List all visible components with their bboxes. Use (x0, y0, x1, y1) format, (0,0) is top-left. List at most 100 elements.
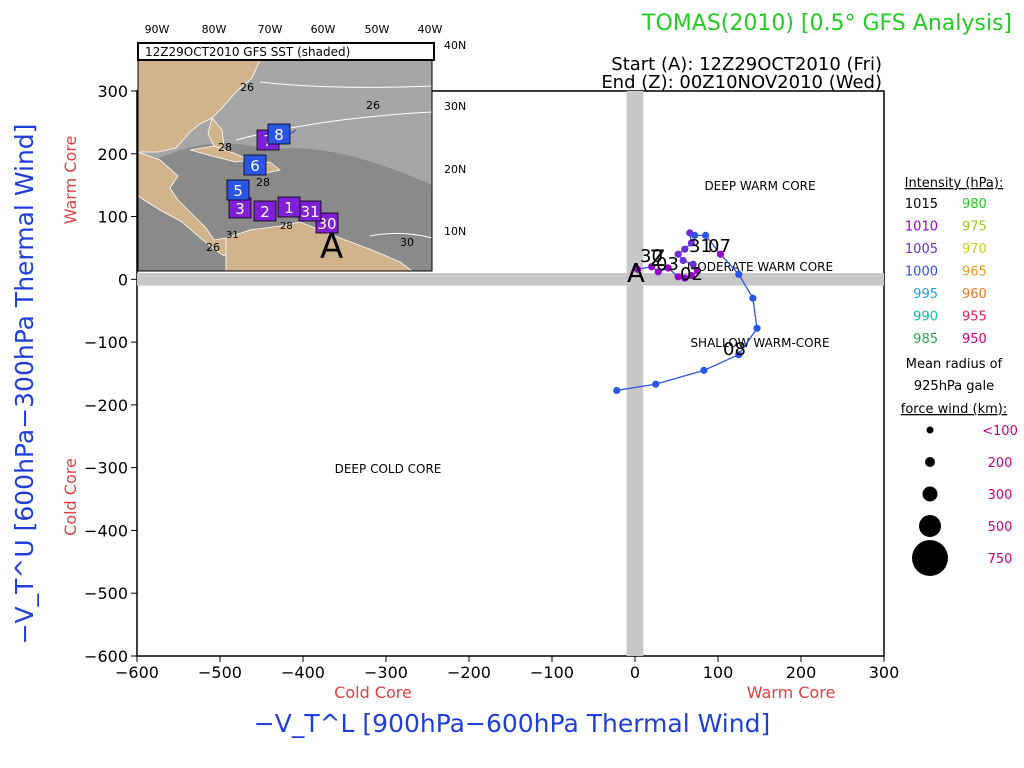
track-point (689, 260, 697, 268)
radius-dot (922, 486, 938, 502)
inset-map: 12Z29OCT2010 GFS SST (shaded) 90W 80W 70… (137, 23, 466, 272)
y-tick-label: −200 (84, 396, 128, 415)
inset-sst-label: 28 (218, 141, 232, 154)
y-tick-label: 0 (118, 270, 128, 289)
inset-lon-80w: 80W (202, 23, 227, 36)
y-tick-label: 200 (97, 145, 128, 164)
track-point (648, 263, 656, 271)
x-tick-label: −600 (115, 663, 159, 682)
svg-text:3: 3 (235, 200, 245, 218)
x-tick-label: −500 (198, 663, 242, 682)
radius-legend-title-3: force wind (km): (901, 402, 1007, 417)
intensity-value: 965 (962, 265, 987, 280)
x-tick-label: −400 (281, 663, 325, 682)
radius-legend-title-1: Mean radius of (906, 357, 1003, 372)
track-point (700, 366, 708, 374)
region-deep-warm-core: DEEP WARM CORE (704, 179, 815, 193)
radius-label: 200 (988, 456, 1013, 471)
inset-track-box: 30 (315, 212, 339, 234)
inset-lat-20n: 20N (444, 163, 466, 176)
inset-track-box: 31 (298, 200, 322, 222)
inset-track-box: 5 (226, 179, 250, 201)
svg-text:5: 5 (233, 182, 243, 200)
track-point (749, 294, 757, 302)
track-point (735, 270, 743, 278)
chart-title: TOMAS(2010) [0.5° GFS Analysis] (641, 11, 1012, 36)
inset-track-box: 1 (277, 196, 301, 218)
inset-track-box: 6 (243, 154, 267, 176)
inset-sst-label: 26 (366, 99, 380, 112)
track-point (735, 351, 743, 359)
region-shallow-warm-core: SHALLOW WARM-CORE (690, 336, 829, 350)
inset-sst-label: 28 (256, 176, 270, 189)
intensity-legend-title: Intensity (hPa): (905, 176, 1004, 191)
region-deep-cold-core: DEEP COLD CORE (335, 462, 442, 476)
y-tick-label: −300 (84, 459, 128, 478)
intensity-value: 990 (913, 310, 938, 325)
track-point (681, 274, 689, 282)
inset-sst-labels: 26 26 28 28 28 30 31 26 (206, 81, 414, 254)
y-tick-label: 100 (97, 208, 128, 227)
inset-sst-label: 26 (240, 81, 254, 94)
x-tick-label: −100 (530, 663, 574, 682)
radius-label: 300 (988, 488, 1013, 503)
radius-dot (925, 457, 935, 467)
y-tick-label: −100 (84, 333, 128, 352)
inset-lat-labels: 40N 30N 20N 10N (444, 39, 466, 238)
region-moderate-warm-core: MODERATE WARM CORE (687, 260, 833, 274)
quadrant-bands (137, 91, 884, 656)
radius-rows: <100 200 300 500 750 (912, 424, 1018, 576)
inset-sst-contour-3 (369, 232, 433, 239)
x-tick-label: 200 (786, 663, 817, 682)
inset-sst-label: 26 (206, 241, 220, 254)
x-tick-label: 300 (869, 663, 900, 682)
track-point (679, 256, 687, 265)
y-axis-title: −V_T^U [600hPa−300hPa Thermal Wind] (10, 124, 39, 645)
y-cold-core-label: Cold Core (61, 458, 80, 536)
x-tick-label: −300 (364, 663, 408, 682)
inset-sst-label: 30 (400, 236, 414, 249)
inset-sst-label: 31 (226, 230, 239, 241)
track-point (681, 245, 689, 253)
inset-lon-50w: 50W (365, 23, 390, 36)
inset-lon-labels: 90W 80W 70W 60W 50W 40W (145, 23, 443, 36)
svg-text:31: 31 (300, 203, 319, 221)
inset-start-marker: A (320, 227, 343, 267)
inset-sst-label: 28 (280, 221, 293, 232)
x-tick-label: 0 (630, 663, 640, 682)
start-time-label: Start (A): 12Z29OCT2010 (Fri) (611, 54, 882, 75)
inset-track-box: 3 (228, 197, 252, 219)
y-axis-ticks: 300 200 100 0 −100 −200 −300 −400 −500 −600 (84, 82, 137, 666)
intensity-value: 955 (962, 310, 987, 325)
intensity-value: 975 (962, 220, 987, 235)
y-tick-label: 300 (97, 82, 128, 101)
track-point (753, 324, 761, 332)
inset-track-boxes: 30311235678 (226, 123, 339, 234)
track-start-marker: A (627, 259, 645, 289)
svg-text:8: 8 (274, 126, 284, 144)
track-point (674, 250, 682, 258)
x-cold-core-label: Cold Core (334, 683, 412, 702)
y-tick-label: −600 (84, 647, 128, 666)
intensity-value: 960 (962, 287, 987, 302)
inset-track-tail (289, 129, 297, 135)
point-label-02: 02 (680, 264, 703, 285)
point-label-03: 03 (656, 254, 679, 275)
track-point (687, 239, 696, 247)
track-point (674, 273, 682, 281)
cyclone-track (613, 229, 761, 395)
zero-band-horizontal (137, 273, 884, 286)
track-point (701, 231, 710, 239)
intensity-rows: 1015 980 1010 975 1005 970 1000 965 995 960 990 955… (905, 197, 987, 347)
intensity-value: 1015 (905, 197, 938, 212)
intensity-value: 1010 (905, 220, 938, 235)
radius-dot (919, 515, 941, 537)
track-end-marker: Z (650, 247, 665, 272)
point-label-07: 07 (708, 236, 731, 257)
y-tick-label: −500 (84, 584, 128, 603)
inset-track-box: 8 (267, 123, 291, 145)
radius-legend-title-2: 925hPa gale (914, 379, 994, 394)
x-axis-title: −V_T^L [900hPa−600hPa Thermal Wind] (254, 709, 770, 738)
radius-label: <100 (982, 424, 1018, 439)
